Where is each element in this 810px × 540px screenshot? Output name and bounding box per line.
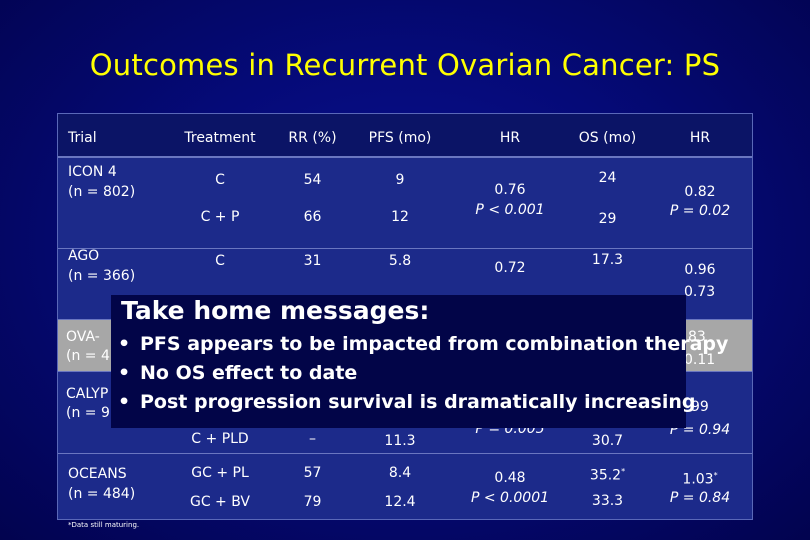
bullet-icon: • xyxy=(118,391,131,413)
oceans-hr-os: 1.03* xyxy=(682,471,718,488)
header-treatment: Treatment xyxy=(184,130,256,146)
table-row-oceans xyxy=(58,453,752,521)
ago-rr-1: 31 xyxy=(303,253,322,269)
trial-calypso-name: CALYP xyxy=(66,386,109,402)
calypso-rr-2: – xyxy=(309,431,316,447)
ago-treatment-1: C xyxy=(215,253,225,269)
ago-hr-os: 0.96 xyxy=(684,262,716,278)
bullet-icon: • xyxy=(118,333,131,355)
oceans-pfs-1: 8.4 xyxy=(388,465,412,481)
message-item: • Post progression survival is dramatical… xyxy=(118,391,696,413)
message-item: • PFS appears to be impacted from combina… xyxy=(118,333,729,355)
icon4-os-2: 29 xyxy=(598,211,617,227)
trial-ago-name: AGO xyxy=(68,248,100,264)
slide-title: Outcomes in Recurrent Ovarian Cancer: PS xyxy=(89,48,721,82)
icon4-pfs-1: 9 xyxy=(395,172,405,188)
ova-hr-os-p-partial: 0.11 xyxy=(684,352,716,368)
trial-oceans-n: (n = 484) xyxy=(68,486,136,502)
trial-icon4-name: ICON 4 xyxy=(68,164,117,180)
header-trial: Trial xyxy=(68,130,97,146)
oceans-hr-pfs: 0.48 xyxy=(494,470,526,486)
calypso-hr-os-partial: 99 xyxy=(691,399,709,415)
header-os: OS (mo) xyxy=(578,130,637,146)
header-rr: RR (%) xyxy=(288,130,337,146)
icon4-hr-os: 0.82 xyxy=(684,184,716,200)
oceans-hr-os-p: P = 0.84 xyxy=(669,490,731,506)
header-pfs: PFS (mo) xyxy=(368,130,432,146)
oceans-os-2: 33.3 xyxy=(591,493,624,509)
ago-os-1: 17.3 xyxy=(591,252,624,268)
ova-hr-os-partial: 83 xyxy=(688,329,706,345)
ago-pfs-1: 5.8 xyxy=(388,253,412,269)
oceans-pfs-2: 12.4 xyxy=(384,494,416,510)
table-header-row xyxy=(58,114,752,157)
header-hr-pfs: HR xyxy=(499,130,521,146)
icon4-pfs-2: 12 xyxy=(391,209,409,225)
trial-icon4-n: (n = 802) xyxy=(68,184,136,200)
icon4-treatment-2: C + P xyxy=(200,209,240,225)
table-row-icon4 xyxy=(58,157,752,248)
oceans-treatment-1: GC + PL xyxy=(191,465,249,481)
ago-hr-os-p-partial: 0.73 xyxy=(684,284,716,300)
oceans-rr-2: 79 xyxy=(303,494,322,510)
calypso-pfs-2: 11.3 xyxy=(384,433,416,449)
ago-hr-pfs: 0.72 xyxy=(494,260,526,276)
calypso-treatment-2: C + PLD xyxy=(191,431,249,447)
trial-oceans-name: OCEANS xyxy=(68,466,127,482)
trial-ova-name: OVA- xyxy=(66,329,100,345)
take-home-title: Take home messages: xyxy=(121,296,430,325)
trial-ova-n: (n = 4 xyxy=(66,348,110,364)
table-row-ago xyxy=(58,248,752,319)
icon4-treatment-1: C xyxy=(215,172,225,188)
message-item: • No OS effect to date xyxy=(118,362,358,384)
trial-ago-n: (n = 366) xyxy=(68,268,136,284)
icon4-rr-1: 54 xyxy=(303,172,322,188)
oceans-hr-pfs-p: P < 0.0001 xyxy=(470,490,550,506)
icon4-hr-pfs: 0.76 xyxy=(494,182,526,198)
icon4-os-1: 24 xyxy=(598,170,617,186)
calypso-os-2: 30.7 xyxy=(591,433,624,449)
footnote: *Data still maturing. xyxy=(68,521,140,529)
icon4-hr-os-p: P = 0.02 xyxy=(669,203,731,219)
icon4-hr-pfs-p: P < 0.001 xyxy=(475,202,545,218)
oceans-os-1: 35.2* xyxy=(589,467,626,484)
oceans-treatment-2: GC + BV xyxy=(189,494,250,510)
take-home-panel xyxy=(111,295,686,428)
bullet-icon: • xyxy=(118,362,131,384)
trial-calypso-n: (n = 9 xyxy=(66,405,110,421)
icon4-rr-2: 66 xyxy=(303,209,322,225)
oceans-rr-1: 57 xyxy=(303,465,322,481)
header-hr-os: HR xyxy=(689,130,711,146)
